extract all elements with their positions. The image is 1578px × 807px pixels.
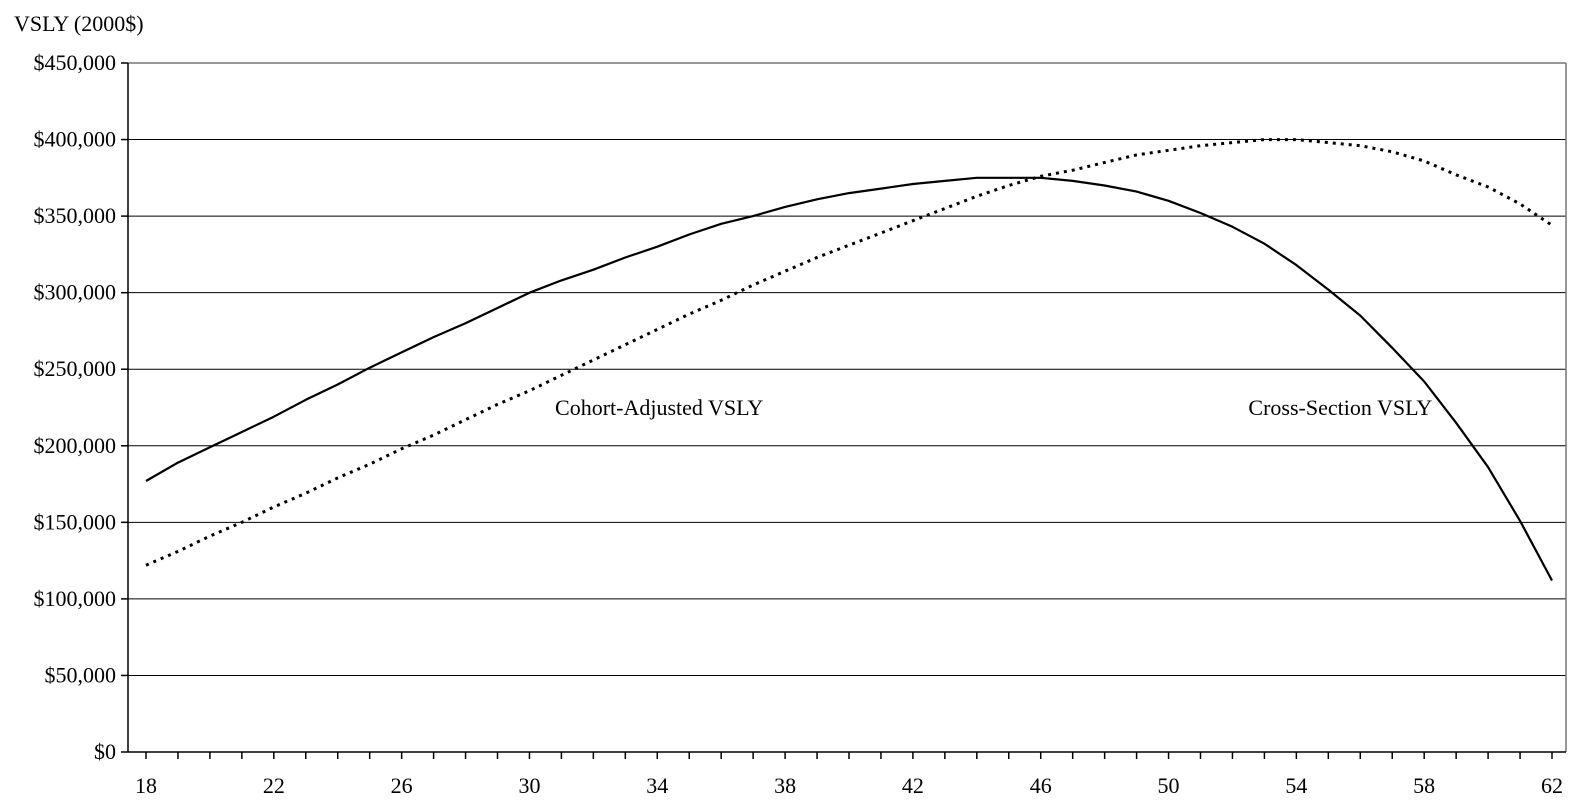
y-tick-label-9: $450,000 bbox=[34, 50, 117, 75]
x-tick-label-1: 22 bbox=[263, 773, 285, 798]
x-axis-ticks: 18 22 26 30 34 38 42 46 50 54 58 62 bbox=[135, 752, 1563, 798]
y-tick-label-1: $50,000 bbox=[45, 662, 117, 687]
y-tick-label-6: $300,000 bbox=[34, 280, 117, 305]
x-tick-label-0: 18 bbox=[135, 773, 157, 798]
y-axis-ticks: $0 $50,000 $100,000 $150,000 $200,000 $250,00… bbox=[34, 50, 128, 764]
x-tick-label-3: 30 bbox=[518, 773, 540, 798]
y-axis-title: VSLY (2000$) bbox=[14, 11, 144, 36]
y-tick-label-0: $0 bbox=[94, 739, 116, 764]
series-points-0 bbox=[146, 140, 1552, 566]
series-layer bbox=[145, 138, 1553, 582]
x-tick-label-8: 50 bbox=[1158, 773, 1180, 798]
y-tick-label-5: $250,000 bbox=[34, 356, 117, 381]
annotations: Cohort-Adjusted VSLY Cross-Section VSLY bbox=[555, 395, 1432, 420]
x-tick-label-7: 46 bbox=[1030, 773, 1052, 798]
plot-frame bbox=[127, 62, 1567, 753]
y-tick-label-3: $150,000 bbox=[34, 509, 117, 534]
x-tick-label-11: 62 bbox=[1541, 773, 1563, 798]
series-line-0 bbox=[145, 138, 1553, 567]
annotation-1: Cross-Section VSLY bbox=[1248, 395, 1432, 420]
annotation-0: Cohort-Adjusted VSLY bbox=[555, 395, 763, 420]
x-tick-label-10: 58 bbox=[1413, 773, 1435, 798]
x-tick-label-5: 38 bbox=[774, 773, 796, 798]
gridlines bbox=[128, 62, 1566, 676]
series-points-1 bbox=[146, 178, 1552, 581]
y-tick-label-4: $200,000 bbox=[34, 433, 117, 458]
y-tick-label-7: $350,000 bbox=[34, 203, 117, 228]
y-tick-label-2: $100,000 bbox=[34, 586, 117, 611]
x-tick-label-6: 42 bbox=[902, 773, 924, 798]
x-tick-label-9: 54 bbox=[1285, 773, 1307, 798]
series-line-1 bbox=[145, 176, 1553, 582]
x-tick-label-2: 26 bbox=[391, 773, 413, 798]
x-tick-label-4: 34 bbox=[646, 773, 668, 798]
y-tick-label-8: $400,000 bbox=[34, 127, 117, 152]
